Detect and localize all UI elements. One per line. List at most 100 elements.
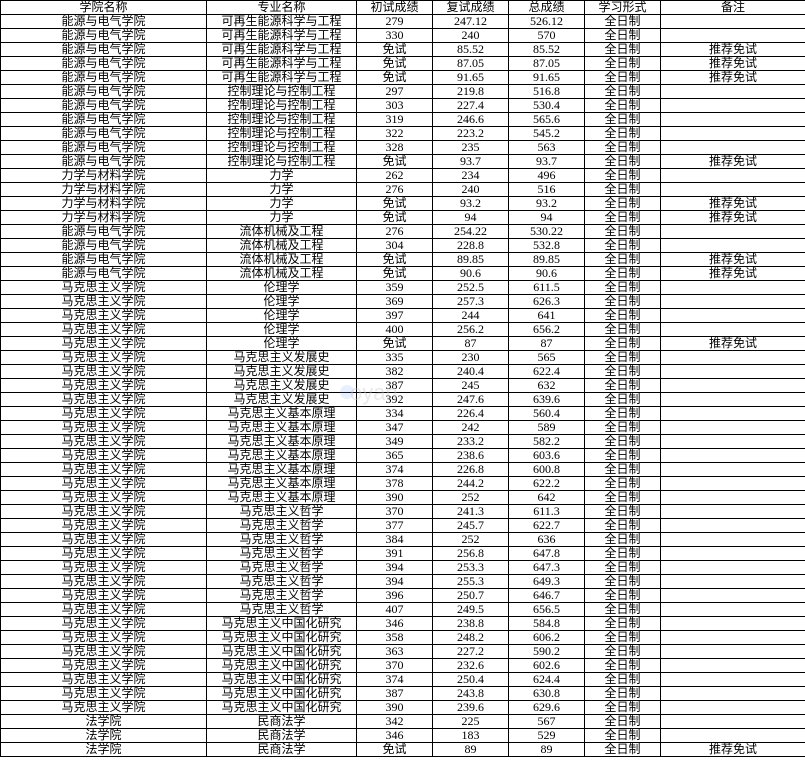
table-cell: 免试 (357, 253, 433, 267)
table-cell: 262 (357, 169, 433, 183)
watermark-dot (340, 385, 354, 399)
table-cell: 马克思主义发展史 (207, 393, 357, 407)
table-cell (661, 407, 805, 421)
table-cell: 256.2 (433, 323, 509, 337)
table-cell: 马克思主义发展史 (207, 365, 357, 379)
table-cell: 免试 (357, 57, 433, 71)
table-cell: 马克思主义学院 (1, 449, 207, 463)
table-cell: 马克思主义学院 (1, 631, 207, 645)
table-cell: 646.7 (509, 589, 585, 603)
table-cell: 马克思主义中国化研究 (207, 631, 357, 645)
table-cell: 365 (357, 449, 433, 463)
table-cell (661, 491, 805, 505)
table-body: 能源与电气学院可再生能源科学与工程279247.12526.12全日制能源与电气… (1, 15, 805, 757)
table-cell: 推荐免试 (661, 337, 805, 351)
table-cell: 584.8 (509, 617, 585, 631)
table-cell: 303 (357, 99, 433, 113)
table-cell: 全日制 (585, 57, 661, 71)
table-cell: 545.2 (509, 127, 585, 141)
table-cell: 240 (433, 29, 509, 43)
table-cell: 能源与电气学院 (1, 71, 207, 85)
table-cell: 控制理论与控制工程 (207, 113, 357, 127)
table-cell: 246.6 (433, 113, 509, 127)
table-cell: 力学 (207, 197, 357, 211)
table-cell: 603.6 (509, 449, 585, 463)
column-header: 学习形式 (585, 1, 661, 15)
table-row: 马克思主义学院马克思主义基本原理347242589全日制 (1, 421, 805, 435)
table-cell: 可再生能源科学与工程 (207, 15, 357, 29)
table-row: 马克思主义学院马克思主义基本原理378244.2622.2全日制 (1, 477, 805, 491)
table-cell (661, 99, 805, 113)
table-cell: 能源与电气学院 (1, 99, 207, 113)
table-row: 能源与电气学院控制理论与控制工程297219.8516.8全日制 (1, 85, 805, 99)
table-cell: 252.5 (433, 281, 509, 295)
table-cell: 330 (357, 29, 433, 43)
table-cell: 能源与电气学院 (1, 155, 207, 169)
table-cell: 马克思主义哲学 (207, 519, 357, 533)
table-row: 能源与电气学院可再生能源科学与工程免试85.5285.52全日制推荐免试 (1, 43, 805, 57)
table-row: 马克思主义学院马克思主义哲学384252636全日制 (1, 533, 805, 547)
table-cell: 276 (357, 183, 433, 197)
table-cell: 全日制 (585, 463, 661, 477)
table-cell: 全日制 (585, 729, 661, 743)
table-row: 马克思主义学院马克思主义发展史382240.4622.4全日制 (1, 365, 805, 379)
table-cell: 伦理学 (207, 323, 357, 337)
table-cell (661, 351, 805, 365)
table-cell: 全日制 (585, 617, 661, 631)
table-cell: 232.6 (433, 659, 509, 673)
table-row: 马克思主义学院马克思主义哲学396250.7646.7全日制 (1, 589, 805, 603)
table-cell: 346 (357, 729, 433, 743)
table-cell: 能源与电气学院 (1, 127, 207, 141)
table-cell: 马克思主义学院 (1, 393, 207, 407)
table-cell: 370 (357, 505, 433, 519)
table-cell: 全日制 (585, 687, 661, 701)
table-cell: 242 (433, 421, 509, 435)
table-row: 力学与材料学院力学免试93.293.2全日制推荐免试 (1, 197, 805, 211)
table-cell: 马克思主义学院 (1, 659, 207, 673)
table-cell: 马克思主义基本原理 (207, 477, 357, 491)
table-row: 马克思主义学院马克思主义哲学394253.3647.3全日制 (1, 561, 805, 575)
table-cell: 能源与电气学院 (1, 253, 207, 267)
table-row: 能源与电气学院可再生能源科学与工程免试87.0587.05全日制推荐免试 (1, 57, 805, 71)
table-cell: 全日制 (585, 379, 661, 393)
table-cell: 伦理学 (207, 295, 357, 309)
table-cell (661, 477, 805, 491)
table-cell: 228.8 (433, 239, 509, 253)
table-cell: 全日制 (585, 85, 661, 99)
table-cell: 能源与电气学院 (1, 239, 207, 253)
table-row: 马克思主义学院伦理学359252.5611.5全日制 (1, 281, 805, 295)
table-cell: 全日制 (585, 603, 661, 617)
table-cell: 647.3 (509, 561, 585, 575)
table-row: 马克思主义学院伦理学400256.2656.2全日制 (1, 323, 805, 337)
table-row: 法学院民商法学342225567全日制 (1, 715, 805, 729)
table-cell: 马克思主义学院 (1, 323, 207, 337)
table-cell: 全日制 (585, 29, 661, 43)
table-row: 马克思主义学院伦理学免试8787全日制推荐免试 (1, 337, 805, 351)
table-cell: 全日制 (585, 701, 661, 715)
table-cell: 319 (357, 113, 433, 127)
table-cell: 230 (433, 351, 509, 365)
table-cell: 能源与电气学院 (1, 267, 207, 281)
table-cell: 免试 (357, 337, 433, 351)
table-cell: 马克思主义哲学 (207, 547, 357, 561)
table-cell: 252 (433, 491, 509, 505)
table-cell: 248.2 (433, 631, 509, 645)
table-cell: 611.5 (509, 281, 585, 295)
table-cell: 656.5 (509, 603, 585, 617)
table-row: 能源与电气学院可再生能源科学与工程免试91.6591.65全日制推荐免试 (1, 71, 805, 85)
table-cell: 639.6 (509, 393, 585, 407)
table-cell: 全日制 (585, 407, 661, 421)
table-cell: 250.7 (433, 589, 509, 603)
table-row: 马克思主义学院马克思主义基本原理349233.2582.2全日制 (1, 435, 805, 449)
table-cell: 641 (509, 309, 585, 323)
table-cell: 全日制 (585, 449, 661, 463)
table-cell: 马克思主义哲学 (207, 561, 357, 575)
table-cell: 532.8 (509, 239, 585, 253)
table-cell: 能源与电气学院 (1, 15, 207, 29)
table-cell: 马克思主义学院 (1, 463, 207, 477)
table-row: 能源与电气学院流体机械及工程免试89.8589.85全日制推荐免试 (1, 253, 805, 267)
table-cell: 91.65 (509, 71, 585, 85)
table-cell: 马克思主义学院 (1, 645, 207, 659)
table-row: 马克思主义学院马克思主义中国化研究346238.8584.8全日制 (1, 617, 805, 631)
table-cell: 马克思主义学院 (1, 309, 207, 323)
